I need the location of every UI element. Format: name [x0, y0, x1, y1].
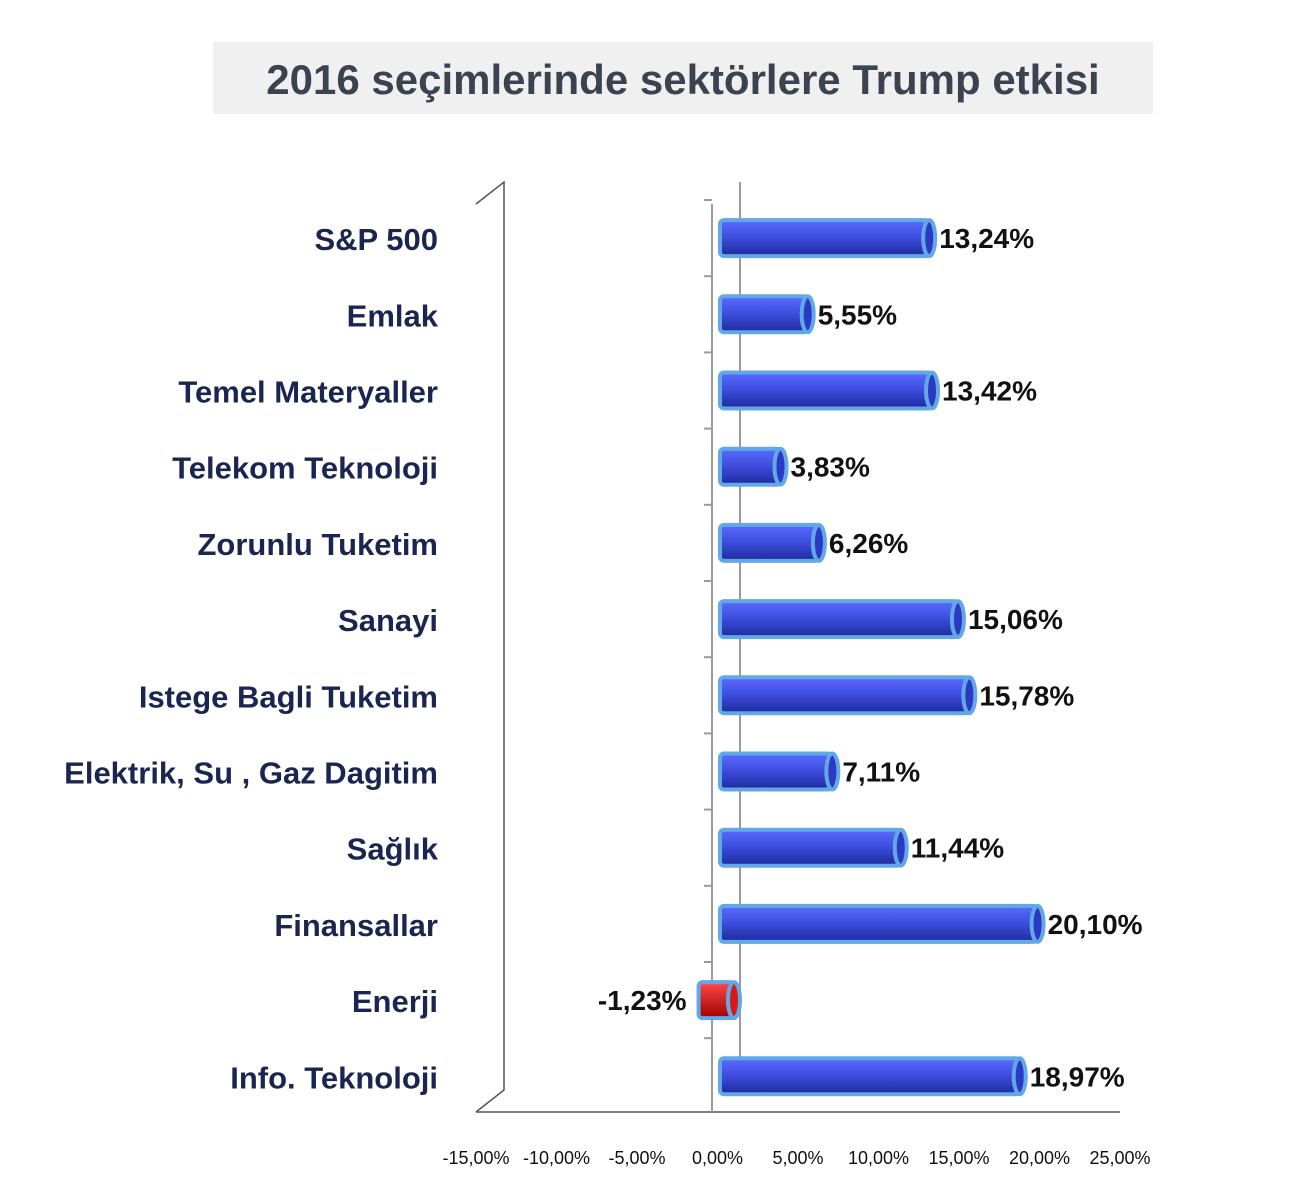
x-tick-label: -10,00% — [523, 1148, 590, 1168]
value-label: 3,83% — [791, 452, 870, 483]
bar — [718, 751, 841, 792]
bar — [718, 675, 978, 716]
bar — [718, 370, 941, 411]
value-label: 6,26% — [829, 528, 908, 559]
category-label: Zorunlu Tuketim — [197, 527, 438, 562]
chart-title-background — [213, 42, 1153, 114]
value-label: 15,06% — [968, 604, 1063, 635]
value-label: 13,24% — [939, 223, 1034, 254]
x-tick-label: -15,00% — [442, 1148, 509, 1168]
bar — [718, 599, 966, 640]
bar-body — [718, 218, 932, 259]
x-tick-label: 15,00% — [928, 1148, 989, 1168]
bar — [718, 1056, 1028, 1097]
category-label: Sağlık — [347, 832, 439, 867]
value-label: 11,44% — [911, 833, 1005, 864]
value-label: 18,97% — [1030, 1061, 1125, 1092]
bar-body — [718, 675, 972, 716]
category-labels: S&P 500 Emlak Temel Materyaller Telekom Tek… — [64, 222, 439, 1095]
bar-end-cap — [726, 980, 742, 1021]
category-label: Finansallar — [274, 908, 438, 943]
bar — [718, 522, 827, 563]
chart-title-group: 2016 seçimlerinde sektörlere Trump etkis… — [213, 42, 1153, 114]
bar-body — [718, 827, 903, 868]
category-label: Emlak — [347, 298, 439, 333]
bar — [718, 903, 1046, 944]
bar-end-cap — [961, 675, 978, 716]
category-label: Sanayi — [338, 603, 438, 638]
bar-end-cap — [772, 446, 789, 487]
bar-end-cap — [810, 522, 827, 563]
category-label: Enerji — [352, 984, 438, 1019]
bar-body — [718, 522, 821, 563]
bar-body — [718, 1056, 1022, 1097]
bar — [718, 446, 789, 487]
category-label: Elektrik, Su , Gaz Dagitim — [64, 756, 438, 791]
bar-body — [718, 751, 835, 792]
bar-body — [718, 903, 1040, 944]
value-label: 13,42% — [942, 376, 1037, 407]
value-label: 5,55% — [818, 299, 897, 330]
bar-end-cap — [921, 218, 938, 259]
bar-end-cap — [924, 370, 941, 411]
bar-end-cap — [824, 751, 841, 792]
value-label: 20,10% — [1048, 909, 1143, 940]
bar — [718, 827, 909, 868]
category-label: Temel Materyaller — [178, 375, 438, 410]
bar — [718, 294, 816, 335]
bar-body — [718, 599, 960, 640]
x-tick-label: 0,00% — [692, 1148, 743, 1168]
category-label: Telekom Teknoloji — [172, 451, 438, 486]
axis-wall — [475, 180, 505, 1113]
x-tick-label: 20,00% — [1009, 1148, 1070, 1168]
category-ticks — [704, 199, 712, 1040]
value-labels: 13,24% 5,55% 13,42% 3,83% 6,26% 15,06% 15,78% 7… — [598, 223, 1143, 1092]
bar — [718, 218, 938, 259]
value-label: 15,78% — [979, 680, 1074, 711]
bars — [696, 218, 1046, 1097]
x-tick-label: 25,00% — [1089, 1148, 1150, 1168]
bar-end-cap — [949, 599, 966, 640]
bar — [696, 980, 742, 1021]
bar-body — [718, 446, 783, 487]
bar-end-cap — [892, 827, 909, 868]
x-tick-label: 5,00% — [772, 1148, 823, 1168]
bar-end-cap — [1011, 1056, 1028, 1097]
bar-body — [718, 294, 810, 335]
category-label: S&P 500 — [314, 222, 438, 257]
x-tick-label: 10,00% — [848, 1148, 909, 1168]
chart-title: 2016 seçimlerinde sektörlere Trump etkis… — [266, 56, 1099, 103]
value-label: 7,11% — [842, 757, 920, 788]
bar-end-cap — [1029, 903, 1046, 944]
category-label: Info. Teknoloji — [230, 1060, 438, 1095]
bar-body — [718, 370, 935, 411]
x-axis-tick-labels: -15,00% -10,00% -5,00% 0,00% 5,00% 10,00% 15,0… — [442, 1148, 1150, 1168]
x-tick-label: -5,00% — [608, 1148, 665, 1168]
bar-end-cap — [799, 294, 816, 335]
value-label: -1,23% — [598, 985, 687, 1016]
category-label: Istege Bagli Tuketim — [139, 679, 438, 714]
